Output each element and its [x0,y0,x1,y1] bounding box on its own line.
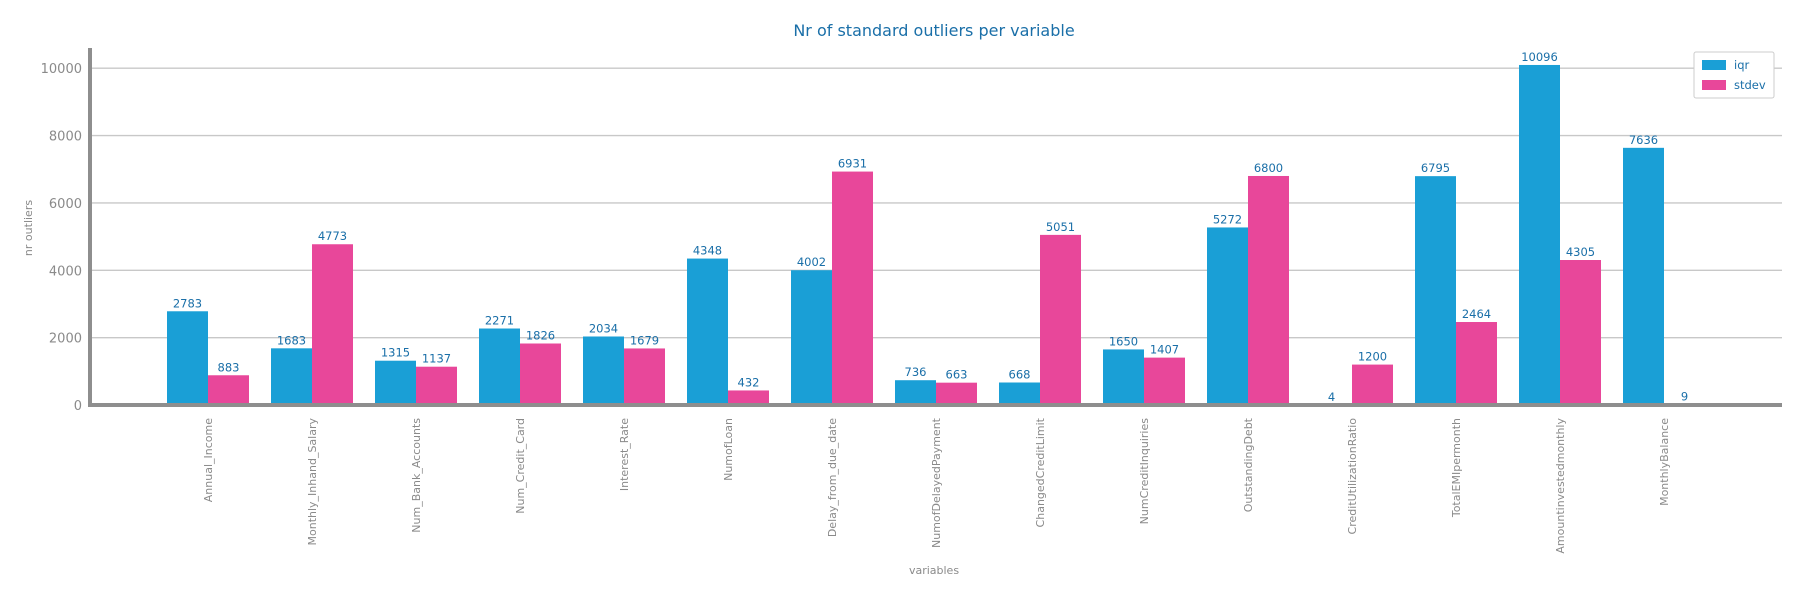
bar-iqr-7 [895,380,936,405]
legend: iqr stdev [1693,51,1775,99]
data-label-iqr-4: 2034 [589,321,618,335]
bar-iqr-13 [1519,64,1560,406]
bar-stdev-0 [208,375,249,405]
bar-stdev-1 [312,244,353,405]
bar-iqr-14 [1623,147,1664,405]
y-tick-label-1: 2000 [49,332,82,347]
data-label-iqr-12: 6795 [1421,161,1450,175]
bar-stdev-11 [1352,364,1393,405]
x-tick-label-5: NumofLoan [722,418,735,481]
bar-stdev-8 [1040,234,1081,405]
data-label-iqr-2: 1315 [381,346,410,360]
x-tick-label-13: Amountinvestedmonthly [1554,418,1567,554]
bar-stdev-12 [1456,322,1497,405]
x-axis-label: variables [909,564,959,577]
data-label-iqr-8: 668 [1009,368,1031,382]
bar-stdev-10 [1248,175,1289,405]
data-label-stdev-5: 432 [738,375,760,389]
data-label-stdev-14: 9 [1681,390,1688,404]
data-label-stdev-10: 6800 [1254,161,1283,175]
x-tick-label-8: ChangedCreditLimit [1034,417,1047,527]
bar-iqr-5 [687,258,728,405]
bar-stdev-9 [1144,357,1185,405]
bar-iqr-9 [1103,349,1144,405]
data-label-iqr-11: 4 [1328,390,1335,404]
legend-label-stdev: stdev [1734,78,1766,92]
chart-title: Nr of standard outliers per variable [793,21,1074,40]
y-tick-label-0: 0 [74,399,82,414]
data-label-iqr-6: 4002 [797,255,826,269]
x-tick-label-3: Num_Credit_Card [514,418,527,514]
bar-stdev-4 [624,348,665,405]
x-tick-label-0: Annual_Income [202,418,215,502]
data-label-iqr-9: 1650 [1109,334,1138,348]
data-label-stdev-8: 5051 [1046,220,1075,234]
bar-stdev-7 [936,382,977,405]
data-label-iqr-10: 5272 [1213,212,1242,226]
x-tick-label-2: Num_Bank_Accounts [410,418,423,533]
data-label-stdev-12: 2464 [1462,307,1491,321]
bars [167,64,1705,406]
data-label-iqr-14: 7636 [1629,133,1658,147]
data-label-stdev-6: 6931 [838,157,867,171]
data-label-stdev-3: 1826 [526,329,555,343]
bar-iqr-12 [1415,176,1456,405]
legend-swatch-iqr [1702,60,1726,70]
legend-swatch-stdev [1702,80,1726,90]
data-label-stdev-13: 4305 [1566,245,1595,259]
y-tick-label-5: 10000 [41,62,82,77]
bar-iqr-10 [1207,227,1248,405]
y-tick-label-4: 8000 [49,130,82,145]
data-label-stdev-2: 1137 [422,352,451,366]
bar-stdev-5 [728,390,769,405]
data-labels: 2783 883 1683 4773 1315 1137 2271 1826 2034 1679 4… [173,50,1688,404]
x-tick-label-9: NumCreditInquiries [1138,418,1151,525]
data-label-stdev-1: 4773 [318,229,347,243]
x-tick-label-4: Interest_Rate [618,418,631,491]
data-label-iqr-7: 736 [905,365,927,379]
bar-iqr-1 [271,348,312,405]
bar-stdev-3 [520,343,561,405]
bar-iqr-6 [791,270,832,405]
x-tick-label-7: NumofDelayedPayment [930,417,943,548]
bar-stdev-2 [416,366,457,405]
legend-label-iqr: iqr [1734,58,1749,72]
x-tick-label-6: Delay_from_due_date [826,418,839,537]
x-tick-label-11: CreditUtilizationRatio [1346,418,1359,535]
bar-iqr-8 [999,382,1040,405]
axes: 0 2000 4000 6000 8000 10000 Annual_Income Month… [41,48,1782,554]
bar-iqr-0 [167,311,208,405]
data-label-stdev-7: 663 [946,368,968,382]
bar-iqr-3 [479,328,520,405]
x-tick-label-12: TotalEMIpermonth [1450,418,1463,518]
data-label-stdev-9: 1407 [1150,343,1179,357]
data-label-iqr-1: 1683 [277,333,306,347]
data-label-iqr-3: 2271 [485,314,514,328]
x-tick-label-14: MonthlyBalance [1658,418,1671,506]
x-tick-label-10: OutstandingDebt [1242,417,1255,512]
data-label-stdev-0: 883 [218,360,240,374]
data-label-iqr-13: 10096 [1521,50,1558,64]
y-tick-label-2: 4000 [49,264,82,279]
data-label-stdev-4: 1679 [630,333,659,347]
data-label-stdev-11: 1200 [1358,350,1387,364]
bar-iqr-4 [583,336,624,405]
bar-stdev-13 [1560,260,1601,405]
y-axis-label: nr outliers [22,200,35,256]
x-tick-label-1: Monthly_Inhand_Salary [306,418,319,546]
y-tick-label-3: 6000 [49,197,82,212]
grid-lines [90,67,1782,339]
data-label-iqr-5: 4348 [693,244,722,258]
bar-stdev-6 [832,171,873,405]
data-label-iqr-0: 2783 [173,296,202,310]
bar-iqr-2 [375,360,416,405]
